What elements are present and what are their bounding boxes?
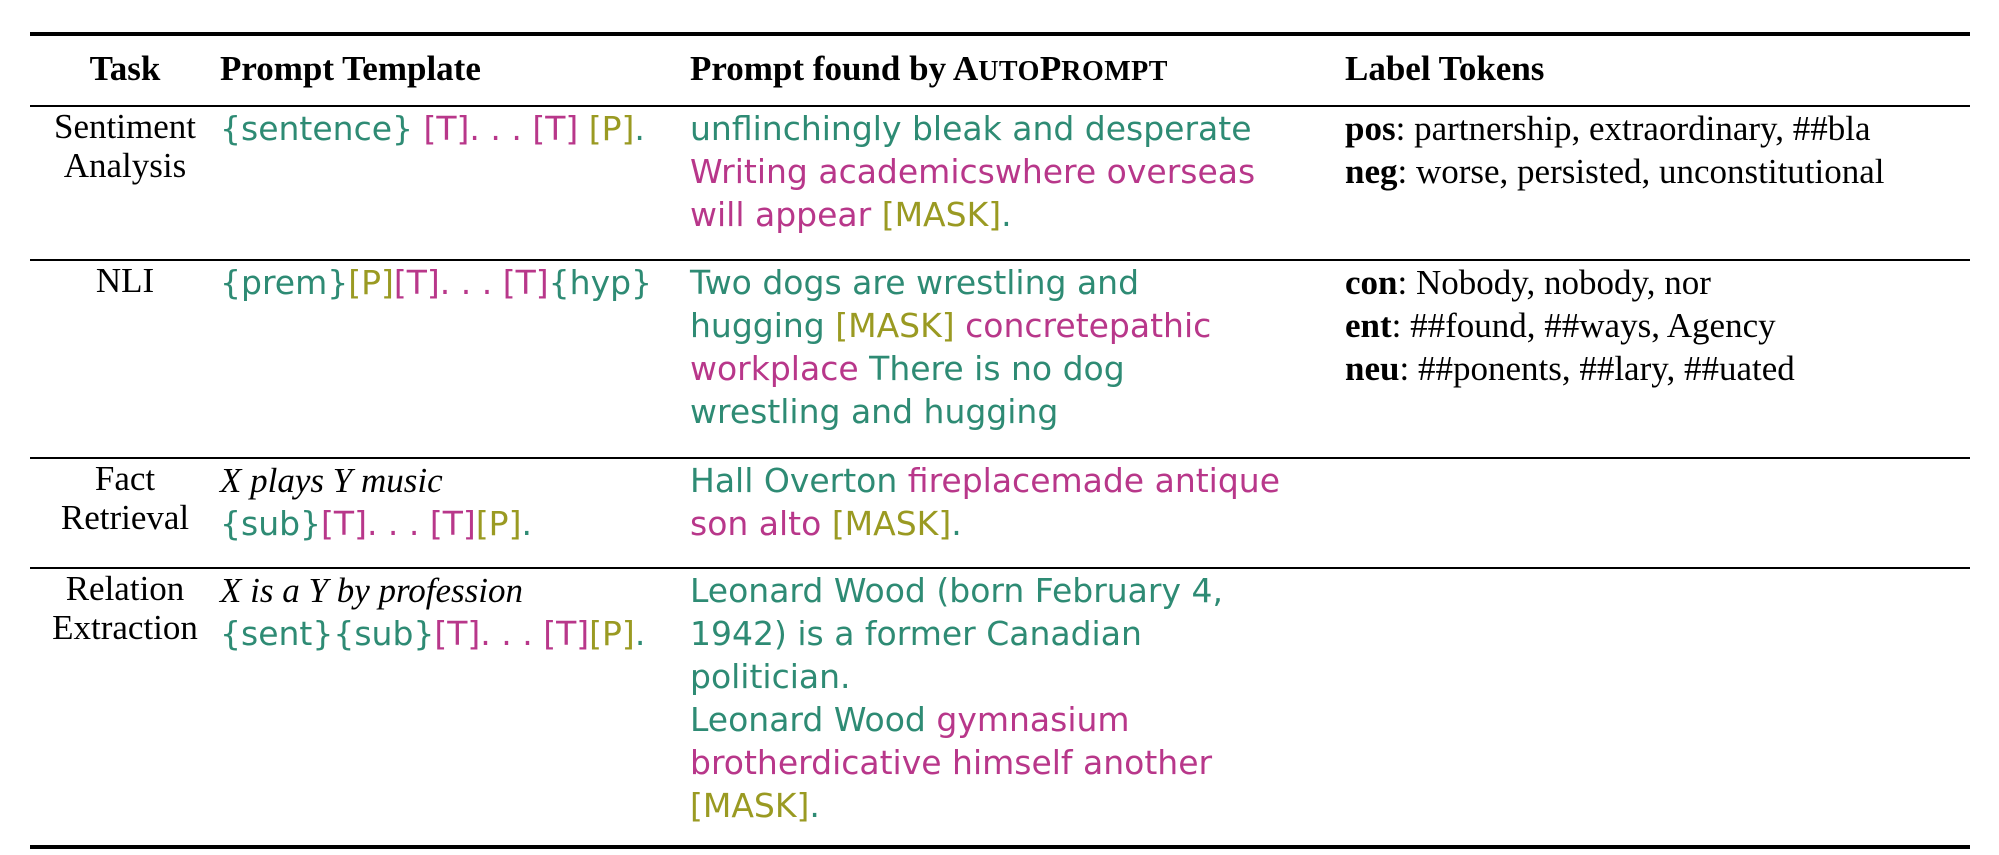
found-prompt-cell: Two dogs are wrestling and hugging [MASK]… [690, 259, 1345, 458]
label-tokens-cell: con: Nobody, nobody, nor ent: ##found, ##… [1345, 259, 1970, 458]
found-prompt-cell: unflinchingly bleak and desperate Writing… [690, 109, 1256, 234]
table-row: Sentiment Analysis {sentence} [T]. . . [T… [30, 106, 1970, 260]
header-labels: Label Tokens [1345, 49, 1545, 88]
table-row: NLI {prem}[P][T]. . . [T]{hyp} Two dogs … [30, 259, 1970, 458]
prompt-table: Task Prompt Template Prompt found by AUT… [30, 32, 1970, 849]
header-row: Task Prompt Template Prompt found by AUT… [30, 34, 1970, 106]
task-cell: Sentiment Analysis [54, 107, 196, 185]
template-cell: {sentence} [T]. . . [T] [P]. [220, 109, 645, 148]
table-row: Fact Retrieval X plays Y music {sub}[T]. .… [30, 457, 1970, 568]
label-tokens-cell [1345, 567, 1970, 847]
label-tokens-cell: pos: partnership, extraordinary, ##bla ne… [1345, 109, 1885, 191]
task-cell: Relation Extraction [30, 567, 220, 847]
header-template: Prompt Template [220, 49, 481, 88]
template-cell: X plays Y music {sub}[T]. . . [T][P]. [220, 457, 690, 568]
task-cell: NLI [30, 259, 220, 458]
header-found: Prompt found by AUTOPROMPT [690, 49, 1168, 88]
found-prompt-cell: Hall Overton fireplacemade antique son al… [690, 457, 1345, 568]
template-cell: {prem}[P][T]. . . [T]{hyp} [220, 259, 690, 458]
table-row: Relation Extraction X is a Y by professio… [30, 567, 1970, 847]
found-prompt-cell: Leonard Wood (born February 4, 1942) is a… [690, 567, 1345, 847]
task-cell: Fact Retrieval [30, 457, 220, 568]
label-tokens-cell [1345, 457, 1970, 568]
template-cell: X is a Y by profession {sent}{sub}[T]. . … [220, 567, 690, 847]
header-task: Task [89, 49, 161, 88]
